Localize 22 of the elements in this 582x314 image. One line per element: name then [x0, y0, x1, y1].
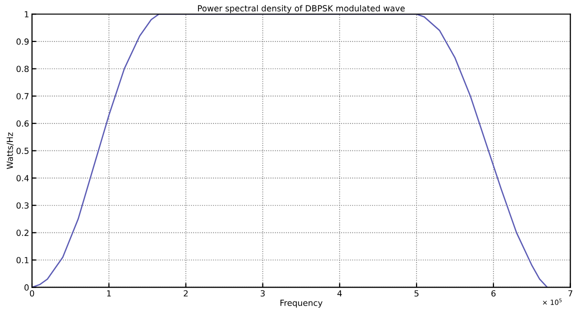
y-tick-label: 0.5	[16, 148, 29, 154]
x-tick-label: 4	[337, 290, 342, 296]
x-tick-label: 0	[30, 290, 34, 297]
y-tick-label: 0.8	[16, 66, 29, 72]
y-tick-label: 1	[24, 11, 28, 18]
chart-title: Power spectral density of DBPSK modulated wave	[198, 5, 405, 14]
x-tick-label: 7	[568, 290, 572, 296]
x-tick-label: 5	[414, 290, 418, 297]
y-tick-label: 0.6	[16, 120, 29, 127]
y-tick-label: 0.2	[16, 230, 28, 236]
x-tick-label: 6	[491, 290, 496, 297]
x-tick-label: 1	[107, 290, 111, 296]
y-axis-title: Watts/Hz	[6, 132, 14, 170]
y-tick-label: 0.4	[16, 175, 29, 182]
y-tick-label: 0.3	[16, 202, 29, 209]
x-tick-label: 2	[184, 290, 188, 296]
y-tick-label: 0.7	[16, 93, 29, 100]
y-tick-label: 0	[24, 284, 29, 291]
y-tick-label: 0.1	[16, 256, 28, 264]
x-tick-label: 3	[260, 290, 265, 297]
y-tick-label: 0.9	[16, 38, 29, 45]
x-axis-title: Frequency	[280, 300, 322, 308]
